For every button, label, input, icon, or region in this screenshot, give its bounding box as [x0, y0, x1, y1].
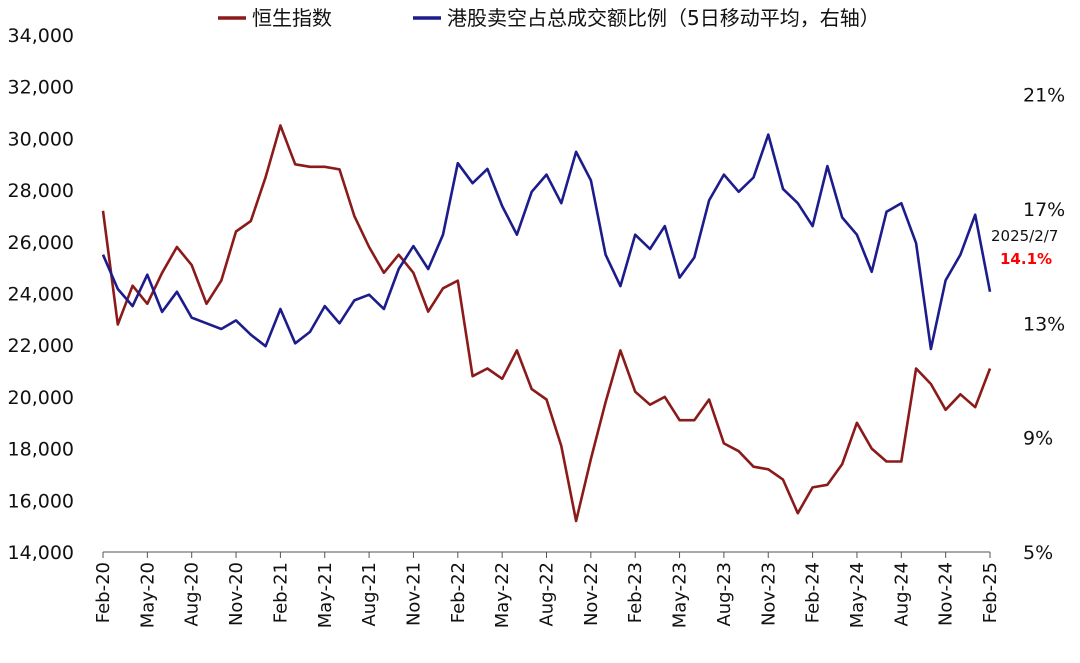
- series-line-short-ratio: [101, 133, 992, 351]
- right-tick-label: 21%: [1023, 85, 1065, 107]
- x-tick-label: May-23: [670, 562, 691, 628]
- x-tick-label: Aug-22: [537, 562, 558, 627]
- right-tick-label: 9%: [1023, 428, 1053, 450]
- x-tick-label: May-21: [315, 562, 336, 628]
- left-tick-label: 34,000: [8, 25, 74, 47]
- x-axis: Feb-20 May-20 Aug-20 Nov-20 Feb-21 May-21 Aug-…: [93, 551, 1001, 628]
- x-tick-label: Nov-24: [936, 562, 957, 626]
- x-tick-label: Aug-20: [182, 562, 203, 627]
- legend-label-hsi: 恒生指数: [252, 6, 332, 30]
- left-tick-label: 14,000: [8, 542, 74, 564]
- x-tick-label: Nov-20: [226, 562, 247, 626]
- annotation-date: 2025/2/7: [991, 227, 1058, 245]
- left-tick-label: 22,000: [8, 335, 74, 357]
- left-axis-ticks: 14,000 16,000 18,000 20,000 22,000 24,000 26,0…: [8, 25, 74, 564]
- right-tick-label: 13%: [1023, 313, 1065, 335]
- x-tick-label: Feb-20: [93, 562, 114, 623]
- x-tick-label: May-22: [492, 562, 513, 628]
- x-tick-label: Nov-23: [758, 562, 779, 626]
- annotation-value: 14.1%: [1000, 250, 1052, 268]
- left-tick-label: 20,000: [8, 387, 74, 409]
- legend: 恒生指数 港股卖空占总成交额比例（5日移动平均，右轴）: [218, 6, 880, 30]
- left-tick-label: 30,000: [8, 128, 74, 150]
- left-tick-label: 16,000: [8, 490, 74, 512]
- left-tick-label: 26,000: [8, 232, 74, 254]
- x-tick-label: Nov-21: [403, 562, 424, 626]
- x-tick-label: Aug-21: [359, 562, 380, 627]
- right-tick-label: 17%: [1023, 199, 1065, 221]
- x-tick-label: Feb-21: [270, 562, 291, 623]
- x-tick-label: Feb-25: [980, 562, 1001, 623]
- x-tick-label: Feb-23: [625, 562, 646, 623]
- legend-label-short-ratio: 港股卖空占总成交额比例（5日移动平均，右轴）: [447, 6, 880, 30]
- left-tick-label: 32,000: [8, 77, 74, 99]
- x-tick-label: Nov-22: [581, 562, 602, 626]
- left-tick-label: 24,000: [8, 284, 74, 306]
- x-tick-label: Feb-22: [448, 562, 469, 623]
- series-layer: [101, 124, 992, 523]
- left-tick-label: 18,000: [8, 439, 74, 461]
- end-annotation: 2025/2/7 14.1%: [991, 227, 1058, 268]
- x-tick-label: Aug-23: [714, 562, 735, 627]
- x-tick-label: Feb-24: [803, 562, 824, 623]
- right-tick-label: 5%: [1023, 542, 1053, 564]
- x-tick-label: May-20: [137, 562, 158, 628]
- left-tick-label: 28,000: [8, 180, 74, 202]
- right-axis-ticks: 5% 9% 13% 17% 21%: [1023, 85, 1065, 564]
- series-line-hsi: [101, 124, 992, 523]
- x-tick-label: May-24: [847, 562, 868, 628]
- x-tick-label: Aug-24: [891, 562, 912, 627]
